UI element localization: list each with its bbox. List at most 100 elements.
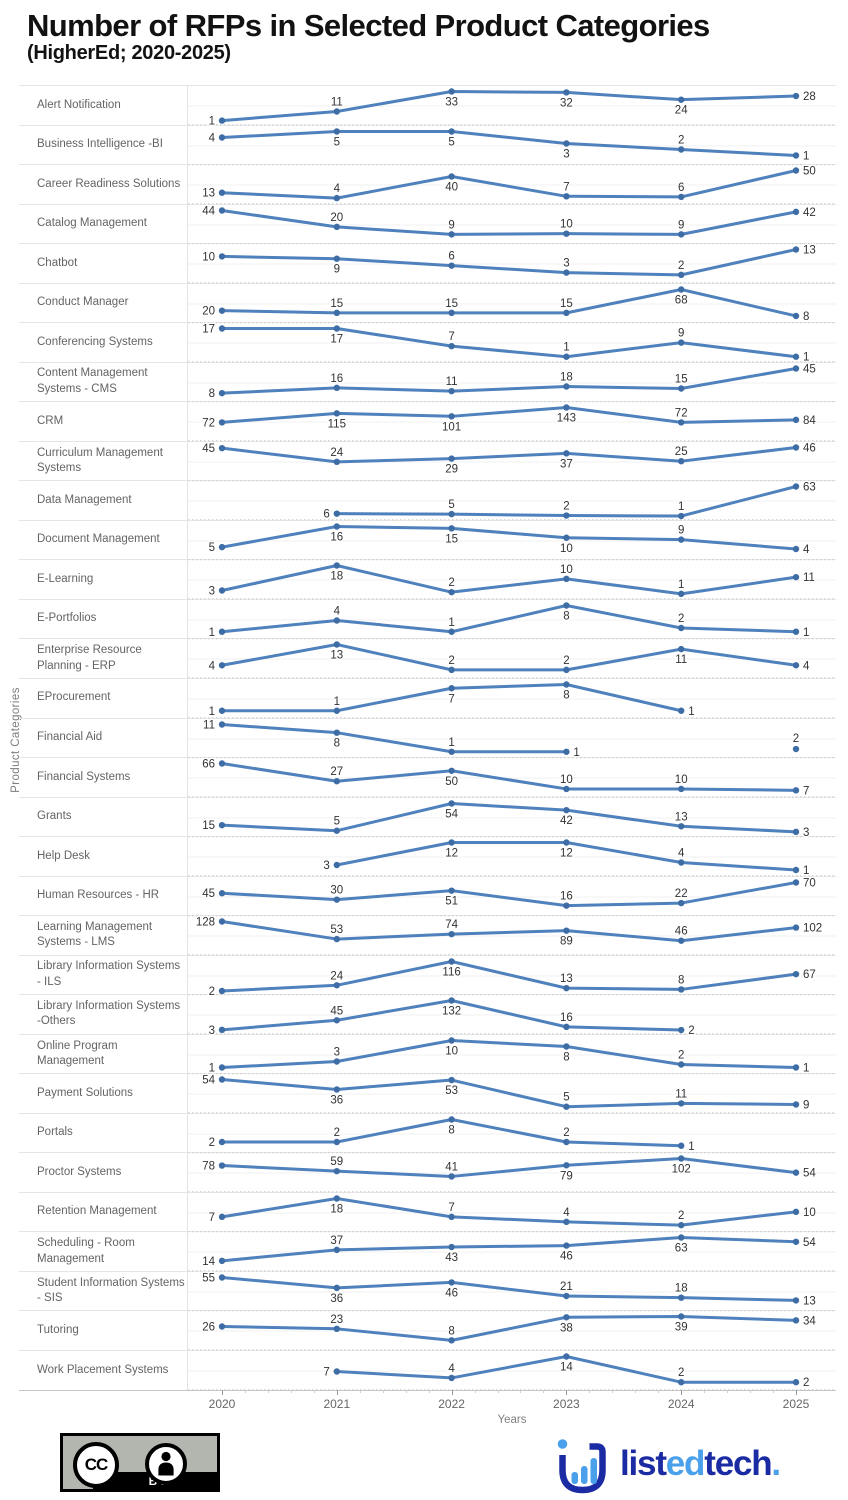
data-label: 4	[209, 661, 216, 673]
data-point	[678, 1100, 685, 1107]
data-point	[678, 859, 685, 866]
data-point	[792, 1317, 800, 1325]
data-label: 4	[334, 605, 341, 617]
logo-bar-1	[571, 1472, 578, 1484]
data-point	[678, 285, 685, 293]
data-label: 10	[560, 774, 573, 786]
data-point	[448, 343, 455, 350]
category-row: Enterprise Resource Planning - ERP 4 13 2 2 1…	[19, 638, 836, 679]
data-label: 3	[323, 860, 329, 872]
x-axis-minor-tick	[359, 1390, 361, 1393]
data-point	[792, 1297, 800, 1304]
data-point	[563, 534, 570, 541]
data-point	[563, 193, 570, 200]
category-label: CRM	[19, 402, 188, 441]
data-point	[678, 1142, 685, 1149]
data-point	[218, 889, 226, 897]
category-line-chart: 2 2 8 2 1	[188, 1114, 836, 1154]
data-point	[792, 1101, 800, 1108]
data-point	[448, 1374, 455, 1382]
data-label: 79	[560, 1171, 573, 1183]
data-point	[333, 309, 340, 316]
data-label: 4	[563, 1207, 570, 1219]
trend-line	[220, 90, 798, 123]
data-point	[792, 787, 800, 794]
category-label: E-Portfolios	[19, 599, 188, 639]
category-line-chart: 7 4 14 2 2	[188, 1351, 836, 1390]
data-label: 3	[209, 1025, 215, 1037]
data-point	[333, 1017, 340, 1024]
data-point	[563, 927, 570, 934]
data-label: 132	[442, 1006, 461, 1018]
data-point	[563, 576, 570, 583]
listedtech-logo[interactable]: listedtech.	[552, 1437, 802, 1494]
data-point	[333, 617, 340, 624]
data-label: 2	[563, 501, 569, 513]
data-label: 8	[563, 610, 569, 622]
data-point	[563, 681, 570, 688]
category-row: Conduct Manager 20 15 15 15 68 8	[19, 282, 836, 324]
data-label: 128	[196, 917, 215, 929]
trend-line	[220, 1157, 798, 1179]
data-label: 1	[678, 501, 684, 513]
data-point	[563, 353, 570, 361]
data-label: 59	[330, 1156, 343, 1168]
data-point	[448, 1116, 455, 1123]
data-point	[563, 404, 570, 411]
data-point	[792, 628, 800, 635]
data-label: 32	[560, 97, 573, 109]
x-axis-minor-tick	[313, 1390, 315, 1393]
x-tick-label: 2020	[208, 1397, 236, 1411]
data-point	[448, 387, 455, 395]
data-label: 5	[448, 136, 454, 148]
data-point	[563, 602, 570, 609]
data-label: 2	[448, 655, 454, 667]
data-label: 7	[803, 785, 809, 797]
logo-shield	[559, 1443, 606, 1494]
category-row: Student Information Systems - SIS 55 36 46 2…	[19, 1270, 836, 1312]
trend-line	[220, 880, 798, 907]
data-point	[792, 246, 800, 253]
data-point	[678, 1294, 685, 1301]
data-label: 10	[560, 543, 573, 555]
data-label: 15	[445, 298, 458, 310]
data-label: 51	[445, 895, 458, 907]
data-point	[333, 778, 340, 785]
cc-by-license-badge[interactable]: BY CC	[60, 1433, 220, 1492]
data-label: 24	[330, 970, 343, 982]
data-label: 10	[560, 218, 573, 230]
data-point	[333, 1284, 340, 1292]
data-point	[218, 419, 226, 426]
data-label: 45	[330, 1005, 343, 1017]
category-row: Chatbot 10 9 6 3 2 13	[19, 243, 836, 284]
data-label: 42	[560, 815, 573, 827]
data-label: 44	[202, 205, 215, 217]
trend-line	[220, 1315, 798, 1343]
data-point	[218, 389, 226, 397]
data-label: 28	[803, 91, 816, 103]
data-point	[792, 167, 800, 174]
data-point	[333, 1168, 340, 1175]
data-point	[218, 760, 226, 767]
data-point	[563, 1353, 570, 1360]
data-point	[448, 799, 455, 807]
category-row: Financial Aid 11 8 1 1 2	[19, 717, 836, 760]
data-point	[448, 685, 455, 692]
x-axis-minor-tick	[428, 1390, 430, 1393]
data-point	[448, 1279, 455, 1286]
x-axis-minor-tick	[635, 1390, 637, 1393]
data-point	[792, 92, 800, 100]
data-point	[678, 591, 685, 598]
data-label: 54	[445, 808, 458, 820]
data-point	[333, 255, 340, 263]
category-row: Library Information Systems - ILS 2 24 116 1…	[19, 954, 836, 999]
x-axis-minor-tick	[704, 1390, 706, 1393]
data-label: 24	[675, 105, 688, 117]
data-point	[218, 307, 226, 314]
data-label: 18	[675, 1283, 688, 1295]
category-line-chart: 8 16 11 18 15 45	[188, 362, 836, 402]
data-point	[792, 828, 800, 835]
data-point	[333, 1138, 340, 1146]
data-label: 72	[202, 418, 215, 430]
category-row: Payment Solutions 54 36 53 5 11 9	[19, 1073, 836, 1114]
